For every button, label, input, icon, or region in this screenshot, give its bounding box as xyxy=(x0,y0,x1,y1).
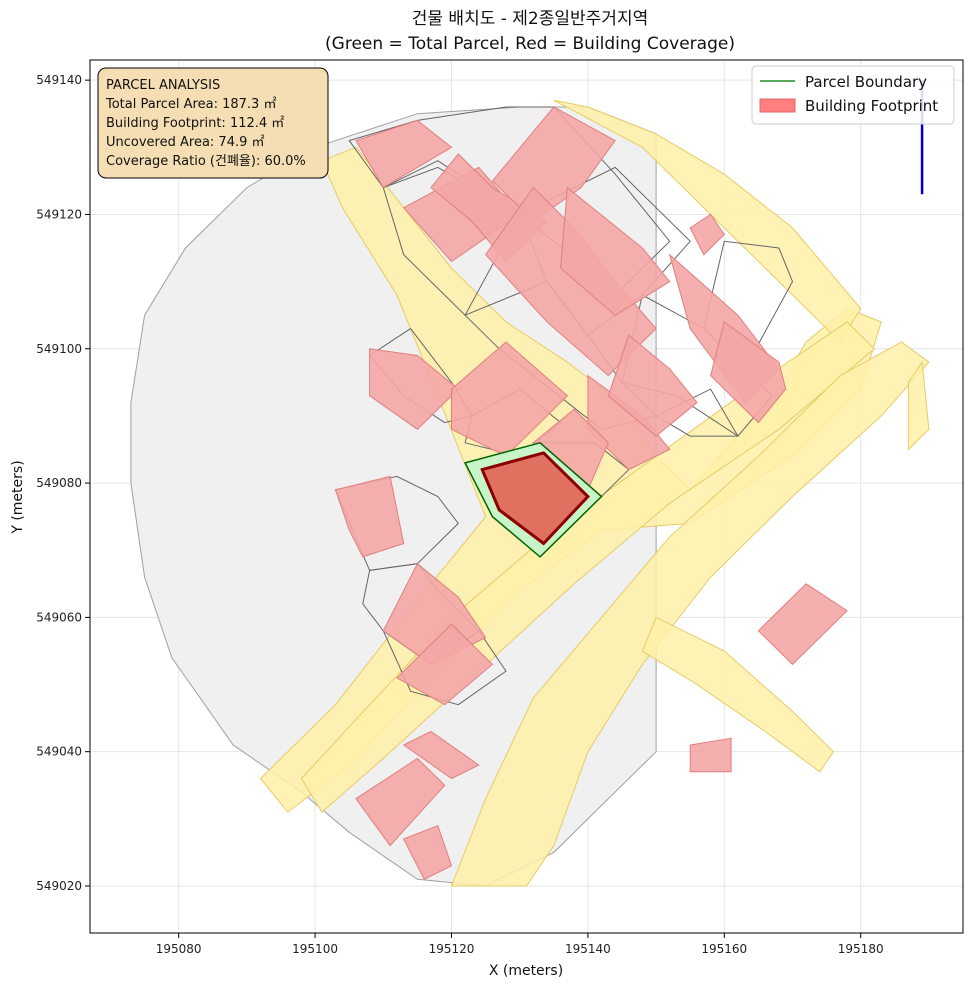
info-line-footprint: Building Footprint: 112.4 ㎡ xyxy=(106,116,284,131)
info-line-heading: PARCEL ANALYSIS xyxy=(106,78,220,93)
info-box-background xyxy=(97,67,329,179)
y-tick-label-0: 549020 xyxy=(36,879,82,893)
x-tick-label-0: 195080 xyxy=(156,942,202,956)
building-4 xyxy=(484,186,657,377)
building-18 xyxy=(355,757,446,847)
y-axis-ticks: 549020 549040 549060 549080 549100 549120 5491… xyxy=(36,73,90,893)
y-tick-label-5: 549120 xyxy=(36,207,82,221)
building-0 xyxy=(355,119,453,189)
x-tick-label-4: 195160 xyxy=(701,942,747,956)
info-line-uncovered: Uncovered Area: 74.9 ㎡ xyxy=(106,135,265,150)
parcel-outline-1 xyxy=(382,160,521,317)
building-10 xyxy=(607,334,698,437)
building-21 xyxy=(689,737,732,773)
y-axis-label: Y (meters) xyxy=(10,460,26,534)
building-12 xyxy=(451,341,569,457)
legend: Parcel Boundary Building Footprint xyxy=(751,65,955,125)
building-11 xyxy=(369,348,460,430)
building-19 xyxy=(403,824,453,880)
y-tick-label-2: 549060 xyxy=(36,610,82,624)
y-tick-label-3: 549080 xyxy=(36,476,82,490)
chart-title-line1: 건물 배치도 - 제2종일반주거지역 xyxy=(412,9,648,29)
y-tick-label-4: 549100 xyxy=(36,342,82,356)
building-20 xyxy=(757,583,848,666)
building-5 xyxy=(560,186,671,316)
info-line-total-area: Total Parcel Area: 187.3 ㎡ xyxy=(105,97,276,112)
road-5 xyxy=(907,360,930,451)
target-building xyxy=(480,451,590,546)
y-tick-label-6: 549140 xyxy=(36,73,82,87)
road-3 xyxy=(450,341,930,887)
road-4 xyxy=(641,616,835,773)
building-16 xyxy=(396,623,494,706)
building-17 xyxy=(402,730,480,780)
y-tick-label-1: 549040 xyxy=(36,745,82,759)
legend-background xyxy=(751,65,955,125)
x-axis-ticks: 195080 195100 195120 195140 195160 195180 xyxy=(156,933,884,956)
x-tick-label-1: 195100 xyxy=(292,942,338,956)
x-tick-label-2: 195120 xyxy=(429,942,475,956)
plot-frame xyxy=(89,59,964,934)
legend-building-patch xyxy=(759,98,796,113)
legend-parcel-label: Parcel Boundary xyxy=(805,73,927,91)
x-tick-label-5: 195180 xyxy=(838,942,884,956)
x-axis-label: X (meters) xyxy=(489,963,563,979)
chart-title-line2: (Green = Total Parcel, Red = Building Co… xyxy=(325,34,735,54)
building-8 xyxy=(710,321,787,424)
building-14 xyxy=(334,475,405,558)
info-line-coverage: Coverage Ratio (건폐율): 60.0% xyxy=(106,154,306,169)
legend-building-label: Building Footprint xyxy=(805,97,938,115)
building-6 xyxy=(689,213,725,256)
info-box: PARCEL ANALYSIS Total Parcel Area: 187.3… xyxy=(97,67,329,179)
map-layers xyxy=(130,80,930,887)
x-tick-label-3: 195140 xyxy=(565,942,611,956)
